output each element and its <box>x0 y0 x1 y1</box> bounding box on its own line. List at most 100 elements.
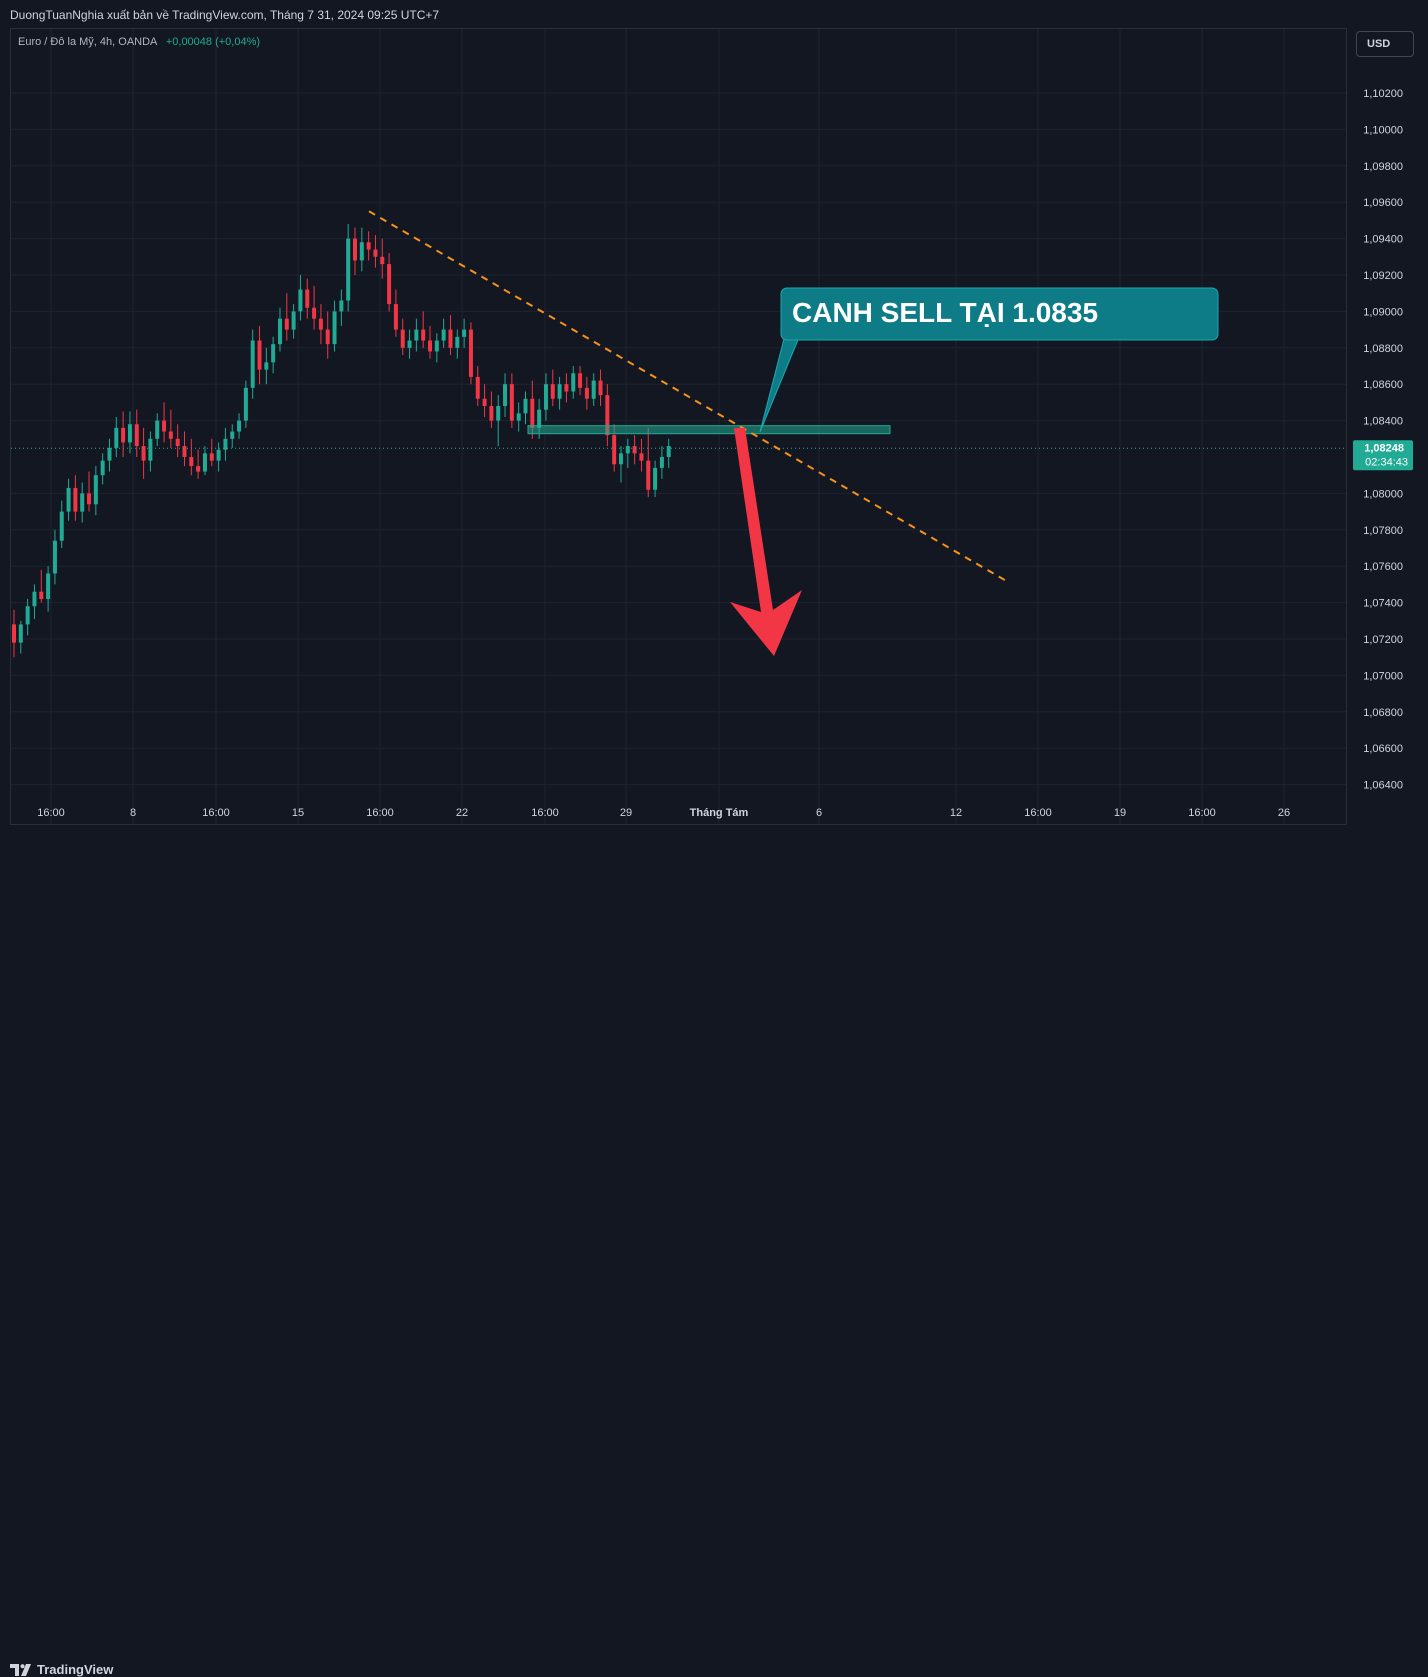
price-tick-label: 1,09400 <box>1363 234 1403 246</box>
current-price-badge <box>1353 440 1413 471</box>
candle-body <box>141 446 146 461</box>
candle-body <box>659 457 664 468</box>
candle-body <box>155 420 160 439</box>
time-tick-label: 16:00 <box>37 807 65 819</box>
candle-body <box>168 431 173 439</box>
candle-body <box>148 438 153 461</box>
candle-body <box>182 446 187 457</box>
sell-arrow <box>730 428 802 656</box>
candle-body <box>346 238 351 301</box>
candle-body <box>202 453 207 472</box>
candle-body <box>366 242 371 250</box>
price-axis-labels: 1,10200 1,10000 1,09800 1,09600 1,09400 1,092… <box>1348 50 1427 792</box>
candle-body <box>32 591 37 607</box>
candle-body <box>114 427 119 448</box>
candle-body <box>73 487 78 512</box>
price-tick-label: 1,08800 <box>1363 343 1403 355</box>
candle-body <box>578 373 583 388</box>
candle-body <box>564 384 569 392</box>
price-tick-label: 1,10000 <box>1363 124 1403 136</box>
candle-body <box>489 406 494 421</box>
candle-body <box>121 427 126 443</box>
candle-body <box>537 409 542 428</box>
candle-body <box>373 249 378 257</box>
candle-body <box>612 435 617 465</box>
candle-body <box>584 387 589 399</box>
candle-body <box>93 475 98 505</box>
candle-body <box>428 340 433 352</box>
time-axis-labels: 16:00 8 16:00 15 16:00 22 16:00 29 Tháng Tám 6 12 1… <box>37 807 1290 819</box>
time-tick-label: 26 <box>1278 807 1290 819</box>
price-tick-label: 1,07600 <box>1363 561 1403 573</box>
chart-frame <box>10 28 1347 825</box>
price-tick-label: 1,10200 <box>1363 88 1403 100</box>
candle-body <box>162 420 167 432</box>
candle-body <box>250 340 255 388</box>
candle-body <box>216 449 221 461</box>
time-tick-label: 22 <box>456 807 468 819</box>
candle-body <box>230 431 235 439</box>
candle-body <box>291 311 296 330</box>
candle-body <box>59 511 64 541</box>
price-tick-label: 1,07400 <box>1363 598 1403 610</box>
countdown-value: 02:34:43 <box>1365 456 1408 468</box>
time-tick-label: 29 <box>620 807 632 819</box>
candle-body <box>639 453 644 461</box>
sell-zone-box <box>527 425 891 435</box>
price-tick-label: 1,09800 <box>1363 161 1403 173</box>
candle-body <box>414 329 419 341</box>
time-tick-label: 16:00 <box>1188 807 1216 819</box>
candle-body <box>243 387 248 421</box>
candle-body <box>475 376 480 399</box>
candle-body <box>66 487 71 512</box>
symbol-change: +0,00048 (+0,04%) <box>165 36 261 48</box>
candle-body <box>257 340 262 370</box>
chart-overlays: CANH SELL TẠI 1.0835 1,08248 02:34:43 <box>11 210 1413 656</box>
time-tick-label: 12 <box>950 807 962 819</box>
candle-body <box>107 447 112 461</box>
symbol-legend[interactable]: Euro / Đô la Mỹ, 4h, OANDA +0,00048 (+0,… <box>18 36 260 48</box>
time-tick-label: 16:00 <box>1024 807 1052 819</box>
candle-body <box>127 424 132 443</box>
candle-body <box>448 329 453 348</box>
tradingview-logo[interactable]: TradingView <box>10 1662 113 1677</box>
price-tick-label: 1,09000 <box>1363 306 1403 318</box>
candle-body <box>421 329 426 341</box>
candle-body <box>332 311 337 345</box>
brand-name: TradingView <box>37 1662 114 1677</box>
candle-body <box>666 446 671 457</box>
candle-body <box>284 318 289 330</box>
candle-body <box>277 318 282 345</box>
candle-body <box>632 446 637 454</box>
candle-body <box>591 380 596 399</box>
candle-body <box>18 624 23 643</box>
price-tick-label: 1,06800 <box>1363 707 1403 719</box>
currency-button[interactable]: USD <box>1356 31 1414 57</box>
time-tick-label: 15 <box>292 807 304 819</box>
candle-body <box>503 384 508 407</box>
candle-body <box>482 398 487 407</box>
candle-body <box>312 307 317 319</box>
time-tick-label: 16:00 <box>202 807 230 819</box>
candle-body <box>209 453 214 461</box>
candle-body <box>571 373 576 392</box>
candle-body <box>393 304 398 330</box>
price-tick-label: 1,08600 <box>1363 379 1403 391</box>
price-tick-label: 1,07200 <box>1363 634 1403 646</box>
candle-body <box>523 398 528 414</box>
candle-body <box>52 540 57 574</box>
candle-body <box>39 591 44 599</box>
candle-body <box>543 384 548 410</box>
candle-body <box>25 606 30 625</box>
candle-body <box>550 384 555 399</box>
candlestick-chart[interactable]: CANH SELL TẠI 1.0835 1,08248 02:34:43 1,10… <box>0 0 1428 861</box>
candle-body <box>653 467 658 490</box>
current-price-value: 1,08248 <box>1364 442 1404 454</box>
candle-body <box>271 344 276 363</box>
time-tick-label: 16:00 <box>531 807 559 819</box>
candle-body <box>134 424 139 447</box>
callout-label: CANH SELL TẠI 1.0835 <box>792 297 1098 328</box>
candle-body <box>264 362 269 370</box>
candle-body <box>46 573 51 599</box>
price-tick-label: 1,07000 <box>1363 670 1403 682</box>
